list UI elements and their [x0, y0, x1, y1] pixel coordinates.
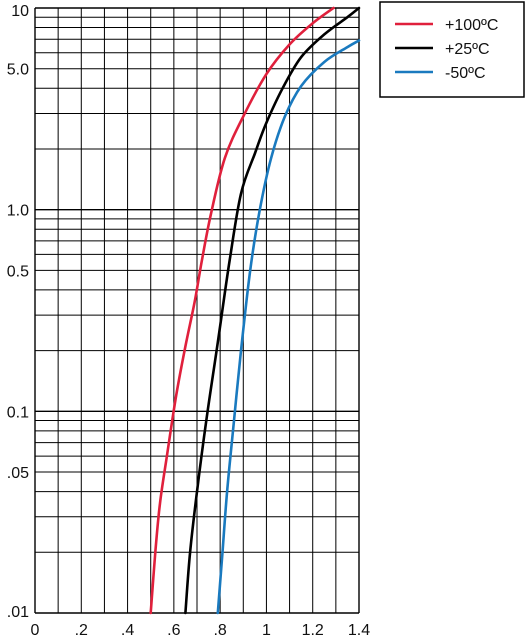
y-tick-label: 1.0 [7, 203, 29, 220]
series-line-1 [184, 6, 361, 615]
x-tick-label: .4 [121, 622, 134, 638]
x-tick-label: 0 [31, 622, 40, 638]
legend-label-1: +25ºC [445, 41, 490, 58]
y-tick-label: .01 [7, 604, 29, 621]
y-tick-label: 0.5 [7, 263, 29, 280]
x-tick-label: .2 [75, 622, 88, 638]
legend-box [379, 1, 525, 98]
legend-label-0: +100ºC [445, 17, 498, 34]
x-tick-label: .8 [213, 622, 226, 638]
grid [34, 7, 360, 614]
x-tick-label: .6 [167, 622, 180, 638]
series-line-2 [216, 39, 361, 615]
series-line-0 [149, 6, 335, 615]
y-tick-label: 0.1 [7, 404, 29, 421]
x-tick-label: 1.4 [348, 622, 370, 638]
x-tick-label: 1 [262, 622, 271, 638]
legend: +100ºC +25ºC -50ºC [379, 1, 525, 98]
x-tick-label: 1.2 [302, 622, 324, 638]
y-tick-label: 10 [11, 3, 29, 20]
y-tick-label: .05 [7, 465, 29, 482]
tick-labels: 0 .2 .4 .6 .8 1 1.2 1.4 10 5.0 1.0 0.5 0.1 .05 .01 [7, 3, 370, 638]
legend-label-2: -50ºC [445, 65, 486, 82]
y-tick-label: 5.0 [7, 62, 29, 79]
series-layer [149, 6, 361, 615]
